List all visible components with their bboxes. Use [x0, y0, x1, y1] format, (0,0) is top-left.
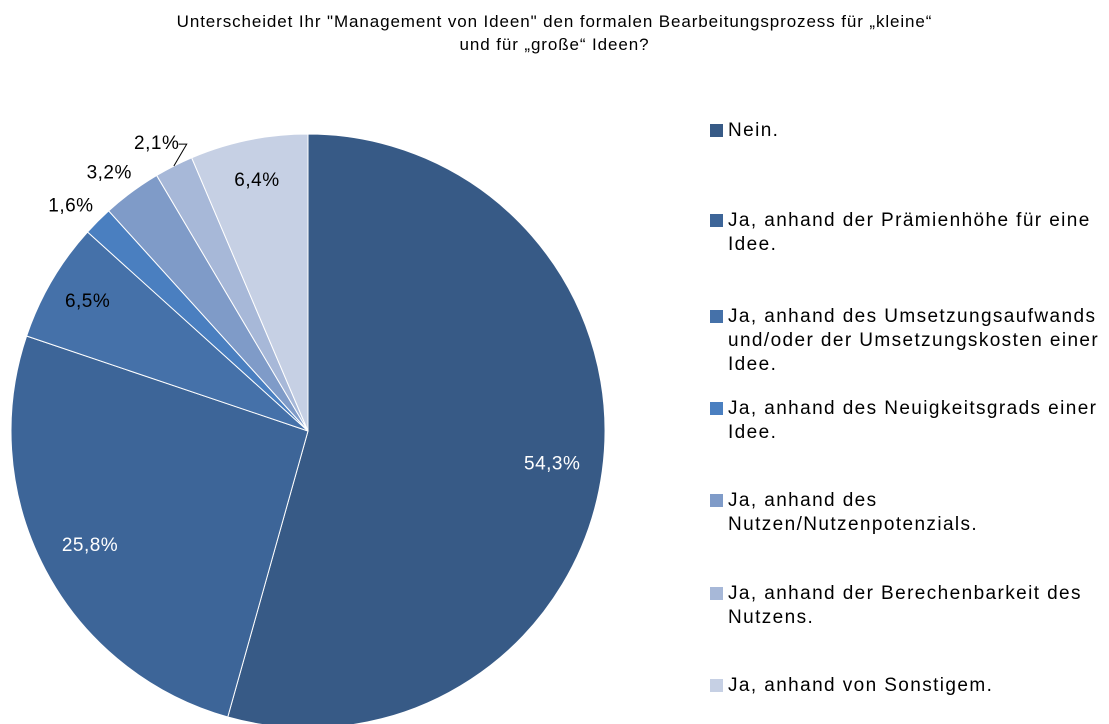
data-label: 6,5%: [65, 291, 110, 312]
data-label: 3,2%: [87, 162, 132, 183]
pie-slice: [227, 133, 606, 724]
legend-label: Ja, anhand der Prämienhöhe für eine Idee…: [728, 210, 1091, 255]
legend-entry: Ja, anhand der Berechenbarkeit des Nutze…: [710, 582, 1105, 630]
legend-label: Ja, anhand der Berechenbarkeit des Nutze…: [728, 583, 1082, 628]
legend-entry: Ja, anhand von Sonstigem.: [710, 674, 1105, 698]
data-label: 54,3%: [524, 454, 580, 475]
pie-slice: [25, 231, 309, 432]
legend-swatch: [710, 402, 723, 415]
legend-swatch: [710, 679, 723, 692]
legend-label: Ja, anhand des Neuigkeitsgrads einer Ide…: [728, 398, 1098, 443]
legend-swatch: [710, 310, 723, 323]
data-label: 25,8%: [62, 535, 118, 556]
legend-label: Ja, anhand des Nutzen/Nutzenpotenzials.: [728, 490, 979, 535]
legend-entry: Ja, anhand der Prämienhöhe für eine Idee…: [710, 209, 1105, 257]
legend-label: Ja, anhand des Umsetzungsaufwands und/od…: [728, 306, 1100, 375]
leader-line: [173, 143, 188, 167]
legend-entry: Ja, anhand des Nutzen/Nutzenpotenzials.: [710, 489, 1105, 537]
data-label: 2,1%: [134, 133, 179, 154]
legend-label: Ja, anhand von Sonstigem.: [728, 675, 994, 696]
legend-entry: Nein.: [710, 119, 1105, 143]
legend-entry: Ja, anhand des Neuigkeitsgrads einer Ide…: [710, 397, 1105, 445]
chart-title: Unterscheidet Ihr "Management von Ideen"…: [176, 12, 933, 31]
data-label: 6,4%: [234, 170, 279, 191]
pie-slice: [10, 335, 309, 718]
legend-swatch: [710, 587, 723, 600]
legend-swatch: [710, 494, 723, 507]
legend-swatch: [710, 124, 723, 137]
data-label: 1,6%: [48, 195, 93, 216]
chart-title: und für „große“ Ideen?: [459, 35, 650, 54]
legend-label: Nein.: [728, 120, 780, 141]
pie-slice: [190, 133, 309, 432]
legend-swatch: [710, 214, 723, 227]
legend-entry: Ja, anhand des Umsetzungsaufwands und/od…: [710, 305, 1105, 377]
